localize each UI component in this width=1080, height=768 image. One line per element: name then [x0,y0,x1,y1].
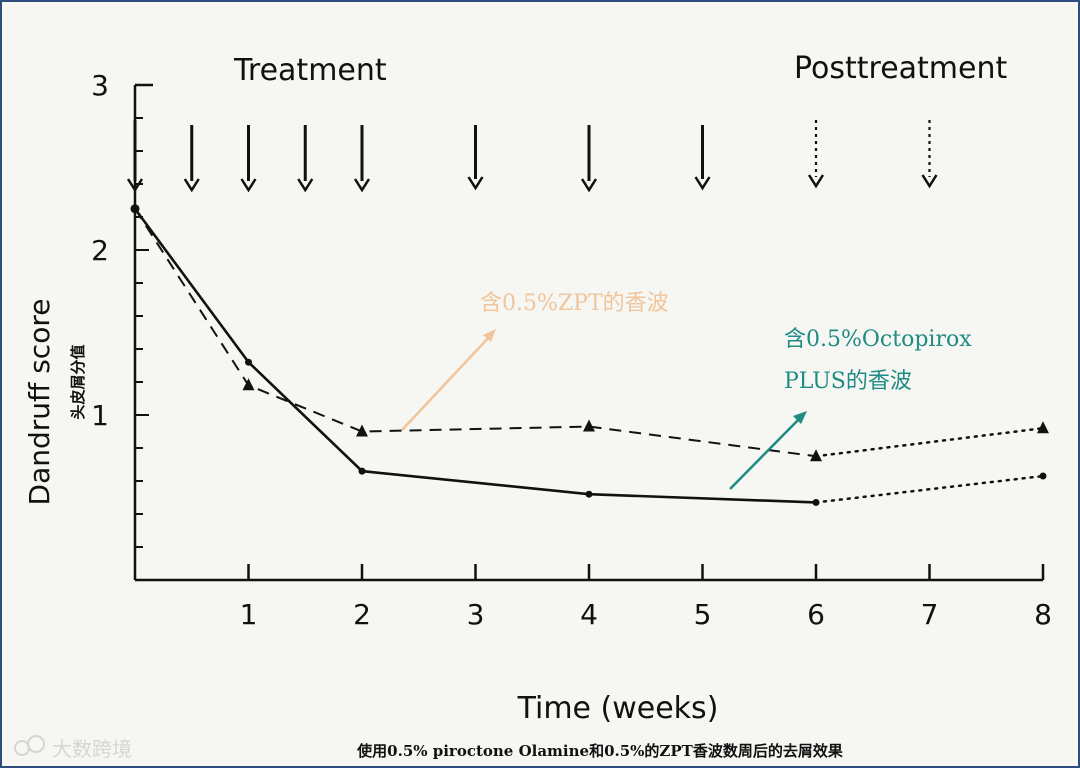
x-tick-label: 1 [240,598,258,631]
data-point-triangle [242,378,255,391]
data-point-triangle [583,419,595,432]
treatment-arrow-head [580,178,598,193]
figure-caption: 使用0.5% piroctone Olamine和0.5%的ZPT香波数周后的去… [356,742,844,760]
data-point-circle [812,498,820,506]
series-lines [130,204,1049,506]
treatment-arrow [297,125,314,193]
treatment-arrow-head [467,176,484,191]
treatment-arrow [240,125,257,193]
treatment-arrow [467,125,484,191]
octopirox-annotation-line2: PLUS的香波 [784,369,912,394]
x-tick-label: 3 [467,598,485,631]
x-tick-label: 5 [694,598,712,631]
treatment-arrow-head [297,178,314,193]
series-post-line-1 [814,426,1045,458]
y-axis-label: Dandruff score [23,299,56,506]
x-axis-label: Time (weeks) [517,691,719,726]
data-point-circle [358,467,366,475]
x-tick-label: 6 [807,598,825,631]
series-line-2 [133,207,817,504]
data-point-circle [1039,472,1047,480]
tick-marks: 1 2 3 1 2 3 4 5 6 7 8 [91,69,1052,631]
series-post-line-2 [814,474,1045,504]
watermark: 大数跨境 [14,735,132,761]
phase-label-treatment: Treatment [233,53,387,88]
y-tick-label: 3 [91,69,109,102]
treatment-arrow-head [240,178,257,193]
posttreatment-arrow-head [807,174,825,189]
x-tick-label: 4 [580,598,598,631]
posttreatment-arrow [921,120,938,189]
treatment-arrow [183,125,200,193]
x-tick-label: 2 [353,598,371,631]
octopirox-annotation-arrow [729,411,807,490]
phase-label-posttreatment: Posttreatment [794,51,1008,86]
treatment-arrow [694,125,711,191]
data-point-triangle [810,449,822,462]
dosing-arrows [126,120,938,193]
treatment-arrow-head [694,176,711,191]
data-point-triangle [356,424,368,437]
x-tick-label: 8 [1034,598,1052,631]
zpt-annotation-arrow [401,329,496,431]
y-tick-label: 1 [91,399,109,432]
watermark-text: 大数跨境 [52,737,132,761]
octopirox-annotation-line1: 含0.5%Octopirox [784,327,972,352]
posttreatment-arrow-head [921,174,938,189]
data-point-start [130,204,140,214]
y-tick-label: 2 [91,234,109,267]
series-line-1 [134,208,817,458]
treatment-arrow [126,120,144,193]
zpt-annotation: 含0.5%ZPT的香波 [480,291,669,316]
treatment-arrow-head [353,178,371,193]
treatment-arrow [580,125,598,193]
data-point-triangle [1037,421,1049,434]
posttreatment-arrow [807,120,825,189]
data-point-circle [245,358,252,366]
treatment-arrow [353,125,371,193]
treatment-arrow-head [126,178,144,193]
y-axis-label-cn: 头皮屑分值 [69,344,87,419]
x-tick-label: 7 [921,598,939,631]
data-point-circle [585,490,593,498]
treatment-arrow-head [183,178,200,193]
